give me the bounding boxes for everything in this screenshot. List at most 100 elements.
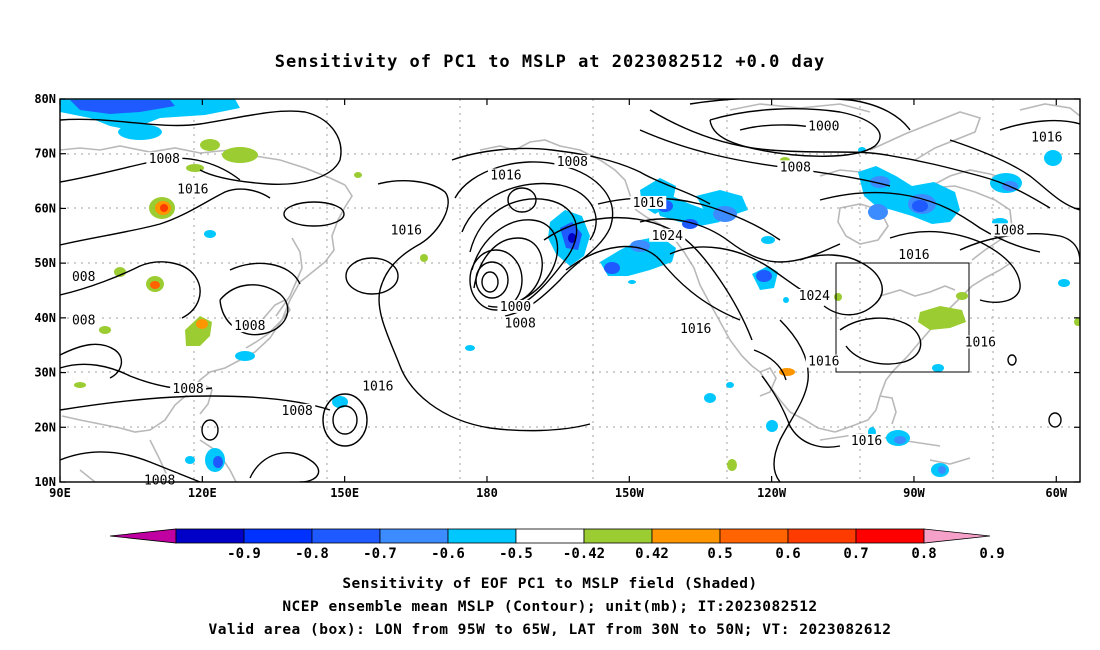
colorbar-label: 0.42 [635,546,669,562]
contour-label-bg [777,160,814,174]
contour-label-bg [388,223,425,237]
caption-line-2: NCEP ensemble mean MSLP (Contour); unit(… [282,599,817,615]
contour-label: 1000 [808,119,839,134]
shade-patch [756,270,772,282]
caption-line-1: Sensitivity of EOF PC1 to MSLP field (Sh… [342,576,757,592]
shade-patch [74,382,86,388]
lat-tick-label: 50N [34,256,56,270]
contour-label: 008 [72,270,95,285]
map-panel: 1008 1016 008 008 1008 1008 1008 1008 1016 1016 10… [34,92,1081,500]
contour-label: 1016 [391,223,422,238]
shade-patch [628,280,636,284]
shade-patch [834,293,842,301]
shade-patch [696,190,748,216]
lon-tick-label: 60W [1045,486,1067,500]
shade-patch [912,200,928,212]
lat-tick-label: 60N [34,201,56,215]
sensitivity-shading [60,99,1080,477]
valid-area-box [835,262,970,373]
colorbar-label: 0.8 [911,546,936,562]
colorbar-label: -0.8 [295,546,329,562]
colorbar-swatch [651,528,721,544]
shade-patch [766,420,778,432]
contour-label: 1024 [652,229,683,244]
shade-patch [213,456,223,468]
contour-label: 1016 [177,182,208,197]
contour-label: 1008 [234,319,265,334]
colorbar-swatch [379,528,449,544]
contour-label: 1008 [780,160,811,175]
lon-tick-label: 90E [49,486,71,500]
contour-label-bg [805,119,842,133]
shade-patch [727,459,737,471]
colorbar-label: -0.6 [431,546,465,562]
lat-tick-label: 20N [34,420,56,434]
shade-patch [761,236,775,244]
shade-patch [894,436,906,444]
contour-label-bg [146,152,183,166]
contour-label-bg [630,195,667,209]
lat-tick-label: 30N [34,366,56,380]
shade-patch [204,230,216,238]
colorbar-label: 0.5 [707,546,732,562]
shade-patch [956,292,968,300]
shade-patch [186,164,204,172]
contour-label-bg [554,154,591,168]
shade-patch [420,254,428,262]
shade-patch [185,456,195,464]
lat-tick-label: 80N [34,92,56,106]
colorbar-swatch [447,528,517,544]
contour-label-bg [649,228,686,242]
contour-label-bg [69,313,98,327]
shade-patch [938,466,946,474]
lon-tick-label: 150E [330,486,359,500]
colorbar-label: -0.42 [563,546,605,562]
contour-label: 1016 [898,248,929,263]
colorbar-low-extend [109,528,177,544]
colorbar-label: -0.7 [363,546,397,562]
contour-label: 1016 [362,379,393,394]
contour-label-bg [805,354,842,368]
contour-label: 1008 [993,223,1024,238]
contour-label: 1008 [172,382,203,397]
contour-label-bg [359,379,396,393]
contour-label: 1016 [490,169,521,184]
colorbar-swatch [515,528,585,544]
contour-label-bg [796,288,833,302]
contour-label-bg [497,299,534,313]
lon-tick-label: 120W [757,486,787,500]
contour-label: 1008 [505,316,536,331]
shade-patch [918,306,966,330]
contour-label: 1016 [808,355,839,370]
contour-label: 008 [72,314,95,329]
colorbar-swatch [855,528,925,544]
shade-patch [932,364,944,372]
contour-labels: 1008 1016 008 008 1008 1008 1008 1008 1016 1016 10… [69,119,1065,488]
contour-label: 1008 [149,152,180,167]
colorbar-swatch [583,528,653,544]
colorbar: -0.9 -0.8 -0.7 -0.6 -0.5 -0.42 0.42 0.5 0.6 0.7 0.… [109,528,1005,562]
contour-label-bg [677,321,714,335]
contour-label: 1024 [799,289,830,304]
colorbar-swatch [243,528,313,544]
contour-label-bg [990,223,1027,237]
contour-label: 1008 [144,473,175,488]
contour-label-bg [502,316,539,330]
contour-label: 1000 [500,300,531,315]
colorbar-swatch [311,528,381,544]
shade-patch [783,297,789,303]
contour-label-bg [279,403,316,417]
shade-patch [1044,150,1062,166]
map-axes: 90E 120E 150E 180 150W 120W 90W 60W 80N 70N 60N 50N… [34,92,1080,500]
shade-patch [604,262,620,274]
lat-tick-label: 10N [34,475,56,489]
shade-patch [196,319,208,329]
shade-patch [70,100,175,114]
contour-label-bg [69,269,98,283]
contour-label-bg [1028,130,1065,144]
colorbar-label: 0.7 [843,546,868,562]
shade-patch [568,233,576,243]
caption-line-3: Valid area (box): LON from 95W to 65W, L… [208,622,891,638]
shade-patch [332,396,348,408]
